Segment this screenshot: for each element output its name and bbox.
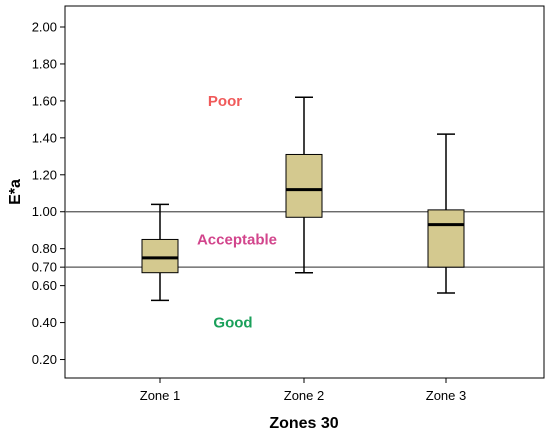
x-axis-title: Zones 30 [269,415,338,432]
y-tick-label: 1.20 [32,167,57,182]
y-tick-label: 2.00 [32,20,57,35]
zone-label-poor: Poor [208,93,242,110]
box-zone-3 [427,133,465,294]
box-zone-1 [141,203,179,302]
x-tick-label: Zone 1 [140,388,180,403]
x-tick-label: Zone 3 [426,388,466,403]
y-tick-label: 0.70 [32,260,57,275]
y-tick-label: 0.20 [32,352,57,367]
iqr-box [141,238,179,274]
y-tick-label: 0.60 [32,278,57,293]
x-tick-label: Zone 2 [284,388,324,403]
zone-label-good: Good [213,315,252,332]
iqr-box [427,209,465,268]
box-zone-2 [285,96,323,274]
zone-label-acceptable: Acceptable [197,231,277,248]
zone-labels: Poor Acceptable Good [197,93,277,332]
y-axis: 0.20 0.40 0.60 0.70 0.80 1.00 1.20 1.40 1.60 1.80… [32,20,65,367]
x-axis: Zone 1 Zone 2 Zone 3 [140,378,466,403]
y-tick-label: 1.80 [32,56,57,71]
y-tick-label: 1.60 [32,93,57,108]
y-tick-label: 1.40 [32,130,57,145]
iqr-box [285,153,323,218]
box-series [141,96,465,302]
y-tick-label: 0.80 [32,241,57,256]
y-tick-label: 0.40 [32,315,57,330]
y-axis-title: E*a [7,179,24,205]
y-tick-label: 1.00 [32,204,57,219]
